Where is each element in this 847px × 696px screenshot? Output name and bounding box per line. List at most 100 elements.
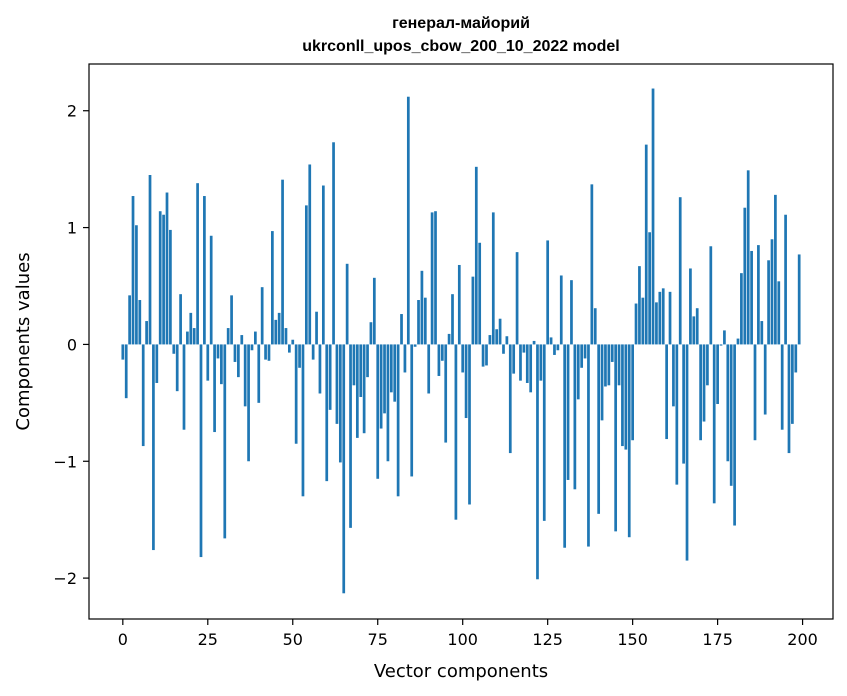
bar-156	[651, 88, 655, 345]
bar-173	[709, 246, 713, 345]
x-tick-label: 100	[447, 630, 478, 649]
bar-145	[614, 344, 618, 532]
bar-140	[597, 344, 601, 514]
bar-59	[321, 185, 325, 345]
bar-81	[396, 344, 400, 497]
bar-23	[199, 344, 203, 558]
chart-title-line-2: ukrconll_upos_cbow_200_10_2022 model	[302, 38, 619, 55]
bar-190	[767, 260, 770, 345]
bar-128	[556, 344, 560, 351]
bar-180	[733, 344, 736, 526]
bar-74	[372, 277, 376, 345]
bar-94	[440, 344, 444, 361]
bar-71	[362, 344, 366, 434]
bar-161	[668, 291, 672, 345]
bar-76	[379, 344, 383, 429]
bar-116	[515, 252, 519, 345]
bar-64	[338, 344, 342, 463]
bar-157	[655, 302, 658, 345]
bar-162	[672, 344, 675, 407]
x-axis-label: Vector components	[374, 661, 548, 682]
bar-series	[121, 88, 801, 594]
bar-0	[121, 344, 125, 360]
y-tick-label: 1	[67, 219, 77, 238]
bar-44	[271, 231, 274, 345]
bar-55	[308, 164, 312, 345]
bar-142	[604, 344, 607, 387]
bar-166	[685, 344, 689, 561]
bar-50	[291, 339, 295, 345]
bar-12	[162, 214, 165, 345]
y-tick-label: 2	[67, 102, 77, 121]
bar-83	[403, 344, 407, 373]
bar-189	[763, 344, 767, 415]
bar-84	[406, 96, 410, 345]
bar-199	[797, 254, 801, 345]
bar-114	[508, 344, 512, 454]
bar-60	[325, 344, 329, 482]
bar-194	[780, 344, 784, 430]
bar-119	[525, 344, 529, 383]
bar-171	[702, 344, 706, 422]
bar-47	[281, 179, 284, 345]
bar-158	[658, 291, 662, 345]
bar-168	[692, 316, 696, 345]
bar-54	[304, 205, 308, 345]
bar-170	[699, 344, 702, 441]
bar-85	[410, 344, 414, 477]
bar-4	[135, 225, 138, 345]
bar-167	[689, 268, 692, 345]
x-axis-ticks: 0 25 50 75 100 125 150 175 200	[118, 619, 818, 649]
bar-111	[498, 318, 502, 345]
bar-181	[736, 338, 740, 345]
bar-25	[206, 344, 210, 381]
bar-174	[712, 344, 716, 504]
bar-35	[240, 335, 244, 345]
bar-62	[332, 142, 335, 345]
bar-112	[502, 344, 505, 354]
bar-28	[216, 344, 220, 359]
bar-179	[729, 344, 733, 486]
bar-150	[631, 344, 634, 441]
bar-172	[706, 344, 709, 386]
bar-22	[196, 183, 199, 345]
bar-15	[172, 344, 176, 354]
bar-187	[757, 245, 760, 345]
bar-132	[570, 280, 573, 345]
bar-45	[274, 319, 278, 345]
bar-49	[288, 344, 291, 353]
bar-39	[254, 331, 257, 345]
bar-130	[563, 344, 567, 548]
x-tick-label: 50	[283, 630, 303, 649]
bar-160	[665, 344, 668, 440]
bar-34	[237, 344, 240, 378]
bar-43	[267, 344, 271, 361]
bar-100	[461, 344, 465, 373]
bar-135	[580, 344, 584, 368]
x-tick-label: 150	[617, 630, 648, 649]
bar-144	[610, 344, 614, 362]
bar-113	[505, 336, 509, 345]
bar-3	[131, 196, 135, 345]
bar-184	[746, 170, 750, 345]
bar-36	[243, 344, 247, 407]
bar-75	[376, 344, 380, 479]
bar-51	[294, 344, 298, 444]
bar-66	[345, 263, 349, 345]
bar-87	[417, 300, 420, 345]
bar-46	[277, 312, 281, 345]
bar-98	[454, 344, 458, 520]
bar-121	[532, 340, 536, 345]
bar-125	[546, 240, 550, 345]
bar-73	[369, 322, 373, 345]
bar-195	[784, 214, 787, 345]
bar-177	[723, 330, 726, 345]
bar-68	[352, 344, 356, 386]
bar-8	[148, 175, 152, 345]
bar-16	[175, 344, 179, 392]
bar-155	[648, 232, 651, 345]
bar-92	[434, 211, 437, 345]
bar-19	[186, 331, 189, 345]
bar-127	[553, 344, 556, 355]
